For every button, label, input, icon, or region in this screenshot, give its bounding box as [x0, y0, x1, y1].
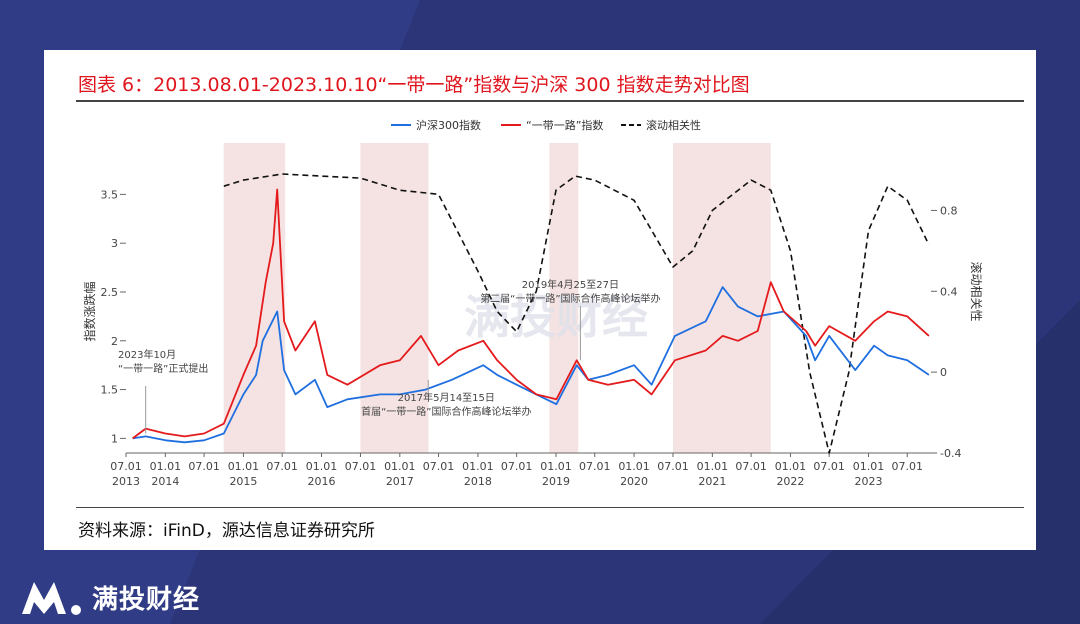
y-tick-label: 1: [111, 432, 118, 445]
annotation-text: 2023年10月: [118, 348, 176, 361]
title-divider: [76, 100, 1024, 102]
x-year-label: 2016: [308, 475, 336, 488]
x-tick-label: 01.01: [150, 460, 182, 473]
brand-logo-icon: [22, 582, 81, 615]
series-line: [132, 188, 930, 440]
x-tick-label: 01.01: [853, 460, 885, 473]
y-tick-label: 2.5: [101, 286, 119, 299]
legend-label: 沪深300指数: [416, 118, 481, 132]
x-tick-label: 07.01: [579, 460, 611, 473]
x-tick-label: 01.01: [697, 460, 729, 473]
x-tick-label: 01.01: [306, 460, 338, 473]
shaded-period: [223, 143, 286, 453]
brand: 满投财经: [20, 578, 200, 616]
series-line: [132, 286, 930, 444]
y2-tick-label: 0.8: [940, 204, 958, 217]
x-tick-label: 07.01: [110, 460, 142, 473]
shaded-period: [549, 143, 579, 453]
x-tick-label: 07.01: [735, 460, 767, 473]
x-tick-label: 01.01: [775, 460, 807, 473]
shaded-period: [360, 143, 429, 453]
y2-tick-label: 0.4: [940, 285, 958, 298]
y2-axis-label: 滚动相关性: [969, 261, 984, 321]
x-year-label: 2023: [855, 475, 883, 488]
x-tick-label: 01.01: [462, 460, 494, 473]
y2-tick-label: -0.4: [940, 447, 961, 460]
annotation-text: 第二届“一带一路”国际合作高峰论坛举办: [480, 292, 660, 305]
x-tick-label: 07.01: [345, 460, 377, 473]
x-year-label: 2021: [698, 475, 726, 488]
legend-label: “一带一路”指数: [526, 118, 603, 132]
x-tick-label: 07.01: [813, 460, 845, 473]
x-year-label: 2015: [229, 475, 257, 488]
annotation-text: 2017年5月14至15日: [398, 391, 495, 404]
chart: 满投财经 1 1.5 2 2.5 3 3.5 -0.4 0 0.4 0.8 07.01 2013 01.0…: [82, 118, 984, 488]
x-year-label: 2019: [542, 475, 570, 488]
brand-name: 满投财经: [92, 584, 201, 615]
x-year-label: 2013: [112, 475, 140, 488]
watermark: 满投财经: [464, 290, 648, 344]
x-tick-label: 01.01: [228, 460, 260, 473]
y-tick-label: 2: [111, 335, 118, 348]
x-year-label: 2020: [620, 475, 648, 488]
shaded-period: [673, 143, 771, 453]
annotation-text: 首届“一带一路”国际合作高峰论坛举办: [361, 405, 531, 418]
y2-tick-label: 0: [940, 366, 947, 379]
annotation-text: 2019年4月25至27日: [522, 278, 619, 291]
legend-label: 滚动相关性: [646, 118, 701, 132]
figure-title: 图表 6：2013.08.01-2023.10.10“一带一路”指数与沪深 30…: [78, 74, 750, 96]
x-year-label: 2017: [386, 475, 414, 488]
series-line: [223, 173, 930, 454]
source-note: 资料来源：iFinD，源达信息证券研究所: [78, 521, 375, 541]
x-tick-label: 01.01: [384, 460, 416, 473]
x-year-label: 2014: [151, 475, 179, 488]
x-tick-label: 07.01: [423, 460, 455, 473]
x-tick-label: 07.01: [657, 460, 689, 473]
y-tick-label: 1.5: [101, 384, 119, 397]
chart-card: [44, 50, 1036, 550]
source-divider: [76, 507, 1024, 508]
x-tick-label: 01.01: [618, 460, 650, 473]
annotation-text: “一带一路”正式提出: [118, 362, 208, 375]
y-tick-label: 3: [111, 237, 118, 250]
x-tick-label: 07.01: [892, 460, 924, 473]
x-tick-label: 07.01: [188, 460, 220, 473]
x-year-label: 2022: [776, 475, 804, 488]
x-tick-label: 07.01: [266, 460, 298, 473]
x-year-label: 2018: [464, 475, 492, 488]
y-axis-label: 指数涨跌幅: [82, 281, 97, 341]
y-tick-label: 3.5: [101, 188, 119, 201]
x-tick-label: 07.01: [501, 460, 533, 473]
x-tick-label: 01.01: [540, 460, 572, 473]
